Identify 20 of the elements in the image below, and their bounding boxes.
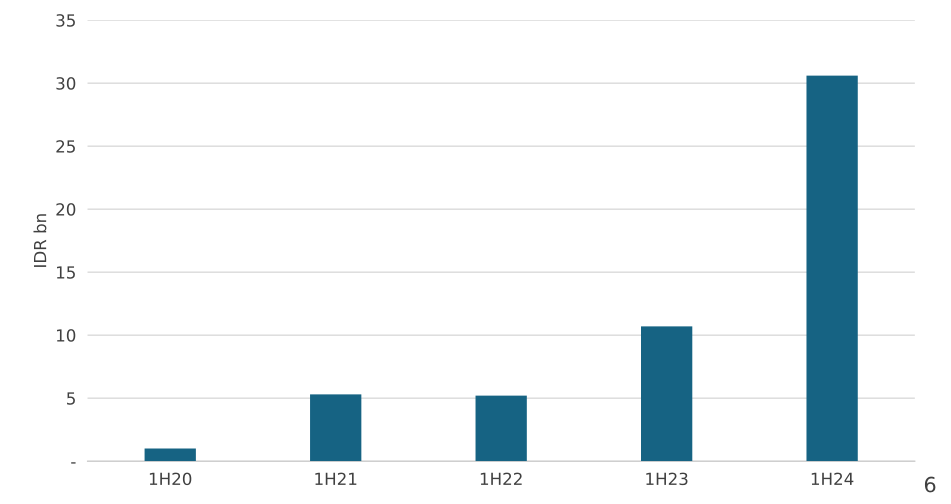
y-tick-label: 30 xyxy=(56,77,76,90)
y-tick-label: 10 xyxy=(57,329,76,342)
y-axis-title: IDR bn xyxy=(33,214,46,267)
y-tick-label: 20 xyxy=(56,203,76,216)
bar xyxy=(641,326,692,462)
y-tick-label: - xyxy=(71,462,76,464)
y-tick-label: 5 xyxy=(67,392,75,405)
y-tick-label: 35 xyxy=(56,14,75,27)
x-tick-label: 1H24 xyxy=(812,472,854,485)
x-tick-label: 1H20 xyxy=(150,472,192,486)
bar xyxy=(144,448,196,462)
y-tick-label: 15 xyxy=(57,266,75,279)
x-tick-label: 1H23 xyxy=(646,472,688,486)
bar xyxy=(806,76,858,462)
y-tick-label: 25 xyxy=(56,140,75,153)
x-tick-label: 1H22 xyxy=(480,472,522,485)
bar xyxy=(310,394,362,462)
x-tick-label: 1H21 xyxy=(315,472,356,485)
bar xyxy=(476,396,527,462)
text: 6 xyxy=(924,476,936,492)
